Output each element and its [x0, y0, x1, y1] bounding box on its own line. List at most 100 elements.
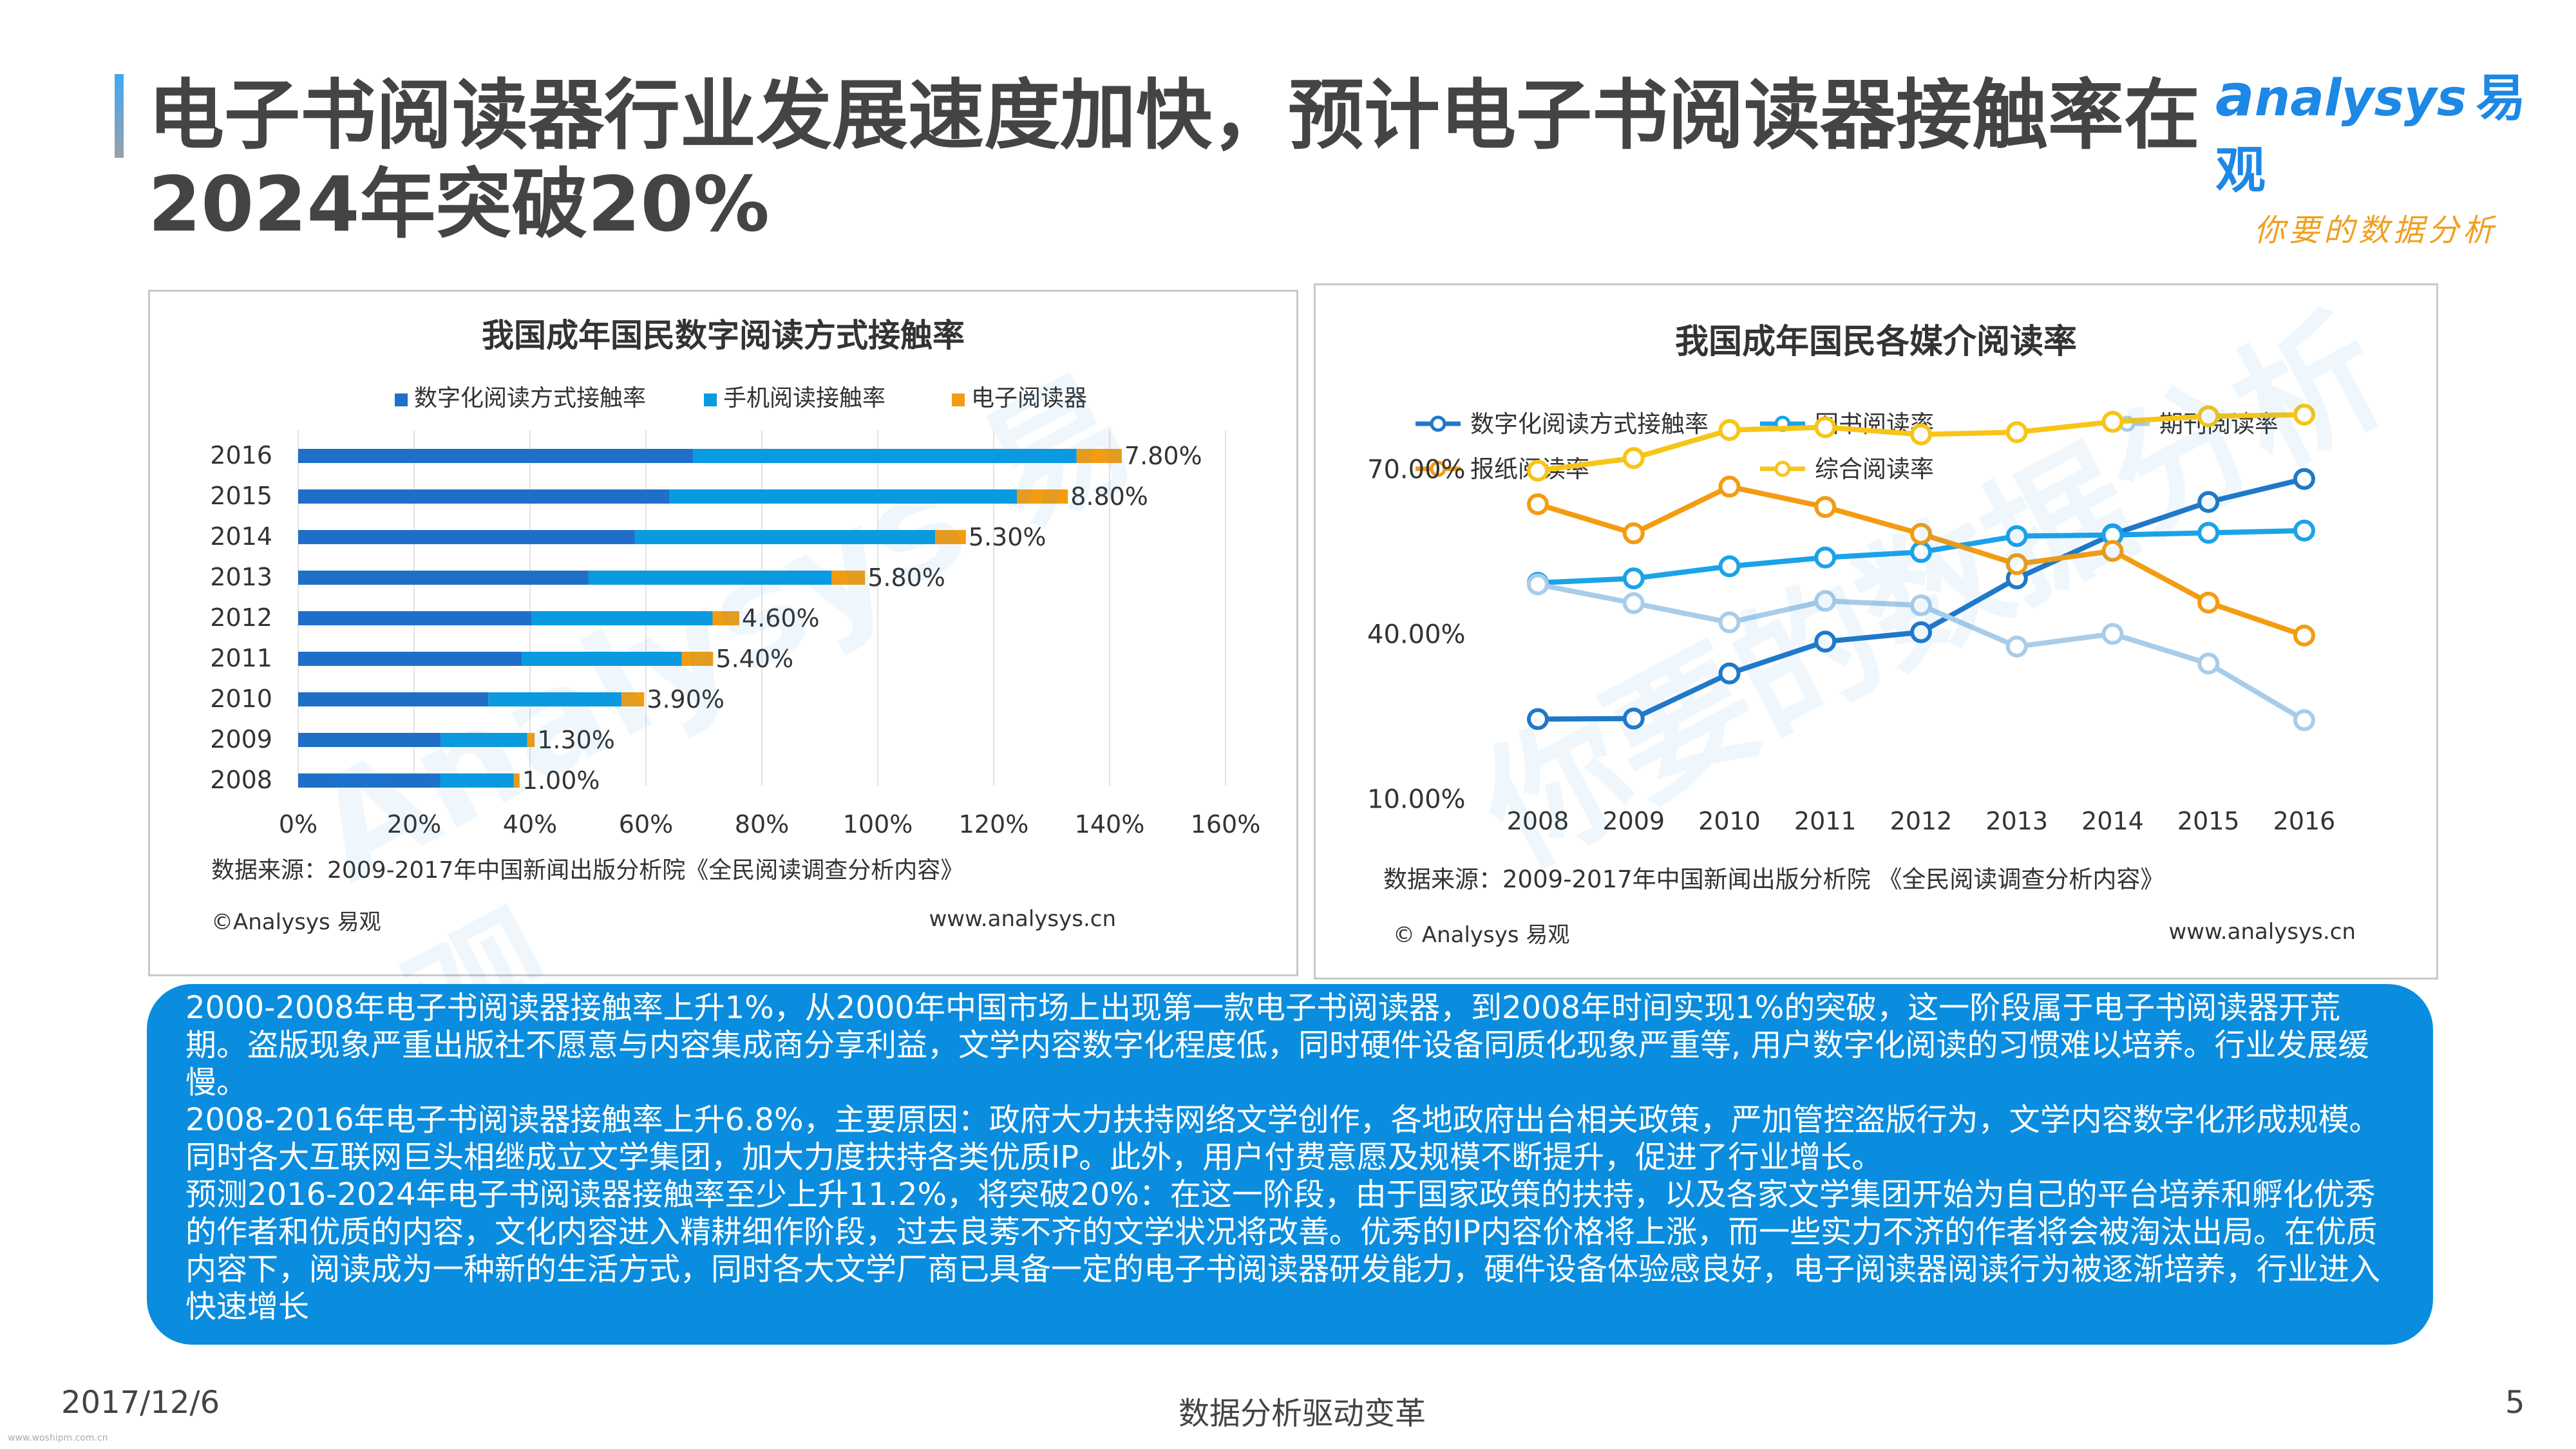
bar-data-label: 1.30%: [537, 726, 615, 754]
logo-brand-cn: 易观: [2215, 70, 2526, 200]
bar-x-tick-label: 100%: [843, 810, 913, 838]
bar-category-label: 2012: [210, 603, 272, 632]
bar-segment-1: [298, 530, 635, 544]
line-point-series-5: [1718, 419, 1741, 441]
line-point-series-4: [2005, 553, 2028, 575]
line-point-series-2: [2293, 519, 2315, 542]
page-title: 电子书阅读器行业发展速度加快，预计电子书阅读器接触率在2024年突破20%: [148, 71, 2201, 249]
line-x-tick-label: 2015: [2177, 807, 2240, 835]
bar-segment-3: [621, 692, 645, 706]
line-chart-title: 我国成年国民各媒介阅读率: [1675, 323, 2077, 361]
bar-legend-label-1: 数字化阅读方式接触率: [414, 385, 646, 412]
line-x-tick-label: 2012: [1890, 807, 1953, 835]
line-x-tick-label: 2016: [2273, 807, 2336, 835]
bar-category-label: 2013: [210, 563, 272, 591]
line-point-series-3: [2293, 709, 2315, 732]
bar-data-label: 8.80%: [1070, 482, 1148, 511]
line-legend-marker-4: [1430, 460, 1446, 477]
logo-a-letter: a: [2215, 62, 2255, 129]
line-x-tick-label: 2010: [1698, 807, 1761, 835]
bar-chart-panel: 我国成年国民数字阅读方式接触率 数字化阅读方式接触率 手机阅读接触率 电子阅读器 7…: [148, 290, 1298, 1095]
line-point-series-4: [2101, 540, 2124, 562]
logo-brand: nalysys: [2254, 70, 2467, 128]
line-point-series-4: [1527, 493, 1549, 515]
bar-x-tick-label: 80%: [735, 810, 789, 838]
line-point-series-2: [1718, 555, 1741, 578]
bar-segment-1: [298, 692, 489, 706]
bar-x-tick-label: 120%: [959, 810, 1029, 838]
bar-segment-3: [513, 773, 520, 788]
bar-category-label: 2010: [210, 685, 272, 713]
line-point-series-4: [1814, 496, 1837, 518]
line-y-tick-label: 40.00%: [1367, 620, 1466, 649]
line-chart-panel: 我国成年国民各媒介阅读率 数字化阅读方式接触率图书阅读率期刊阅读率报纸阅读率综合…: [1314, 283, 2438, 980]
line-point-series-4: [1718, 475, 1741, 498]
line-point-series-4: [2197, 591, 2220, 614]
bar-segment-1: [298, 773, 440, 788]
bar-data-label: 5.40%: [715, 645, 793, 673]
line-point-series-1: [1910, 621, 1932, 643]
bar-x-tick-label: 0%: [279, 810, 317, 838]
line-point-series-5: [2101, 410, 2124, 433]
line-point-series-5: [2197, 405, 2220, 428]
line-point-series-3: [1814, 590, 1837, 612]
bar-legend-label-2: 手机阅读接触率: [723, 385, 886, 412]
title-accent-bar: [115, 74, 124, 158]
footer-slogan: 数据分析驱动变革: [1179, 1396, 1426, 1432]
line-legend-label-5: 综合阅读率: [1815, 455, 1934, 483]
line-point-series-2: [1910, 541, 1932, 564]
analysys-logo: analysys 易观 你要的数据分析: [2215, 58, 2550, 249]
line-point-series-5: [2293, 403, 2315, 426]
line-legend-marker-1: [1430, 415, 1446, 432]
line-point-series-4: [1622, 522, 1645, 545]
bar-segment-1: [298, 733, 441, 747]
bar-x-tick-label: 160%: [1191, 810, 1261, 838]
line-chart-marks: [1527, 403, 2315, 732]
bar-segment-3: [712, 611, 739, 625]
bar-segment-1: [298, 571, 589, 585]
line-point-series-4: [2293, 624, 2315, 647]
line-point-series-1: [2293, 468, 2315, 490]
line-chart-source: 数据来源：2009-2017年中国新闻出版分析院 《全民阅读调查分析内容》: [1383, 866, 2164, 893]
bar-segment-2: [440, 733, 527, 747]
line-point-series-1: [1814, 630, 1837, 653]
line-point-series-2: [1622, 567, 1645, 590]
bar-segment-2: [488, 692, 622, 706]
footer-date: 2017/12/6: [61, 1385, 220, 1421]
line-point-series-5: [1527, 459, 1549, 482]
bar-x-tick-label: 40%: [503, 810, 557, 838]
line-point-series-2: [2005, 525, 2028, 547]
bar-segment-2: [669, 489, 1017, 504]
line-point-series-5: [1622, 447, 1645, 469]
line-chart-url: www.analysys.cn: [2169, 919, 2356, 945]
line-point-series-1: [1622, 707, 1645, 730]
bar-category-label: 2011: [210, 644, 272, 672]
bar-category-label: 2009: [210, 725, 272, 753]
bar-data-label: 5.30%: [969, 523, 1046, 551]
line-point-series-3: [2197, 652, 2220, 675]
line-point-series-3: [2005, 635, 2028, 658]
line-y-tick-label: 10.00%: [1367, 784, 1466, 814]
bar-legend-swatch-2: [704, 393, 717, 406]
line-y-tick-label: 70.00%: [1367, 455, 1466, 484]
bar-segment-2: [531, 611, 713, 625]
page-number: 5: [2505, 1385, 2525, 1421]
line-x-tick-label: 2013: [1985, 807, 2048, 835]
line-x-tick-label: 2008: [1507, 807, 1569, 835]
bar-data-label: 1.00%: [522, 766, 600, 795]
footer-url: www.woshipm.com.cn: [8, 1433, 108, 1443]
line-point-series-4: [1910, 523, 1932, 545]
bar-category-label: 2014: [210, 522, 272, 551]
bar-legend-swatch-1: [395, 393, 408, 406]
line-x-tick-label: 2014: [2081, 807, 2144, 835]
bar-chart: 我国成年国民数字阅读方式接触率 数字化阅读方式接触率 手机阅读接触率 电子阅读器 7…: [210, 317, 1260, 935]
bar-legend-label-3: 电子阅读器: [971, 385, 1087, 412]
bar-chart-axis: 0% 20% 40% 60% 80% 100% 120% 140% 160% 2016 2015 20…: [210, 441, 1260, 838]
summary-paragraph-3: 预测2016-2024年电子书阅读器接触率至少上升11.2%，将突破20%：在这…: [185, 1177, 2381, 1325]
bar-chart-copyright: ©Analysys 易观: [211, 909, 381, 935]
bar-category-label: 2008: [210, 766, 272, 794]
line-point-series-5: [1910, 423, 1932, 446]
line-point-series-1: [1718, 662, 1741, 685]
bar-data-label: 4.60%: [742, 604, 820, 632]
bar-segment-3: [681, 652, 714, 666]
